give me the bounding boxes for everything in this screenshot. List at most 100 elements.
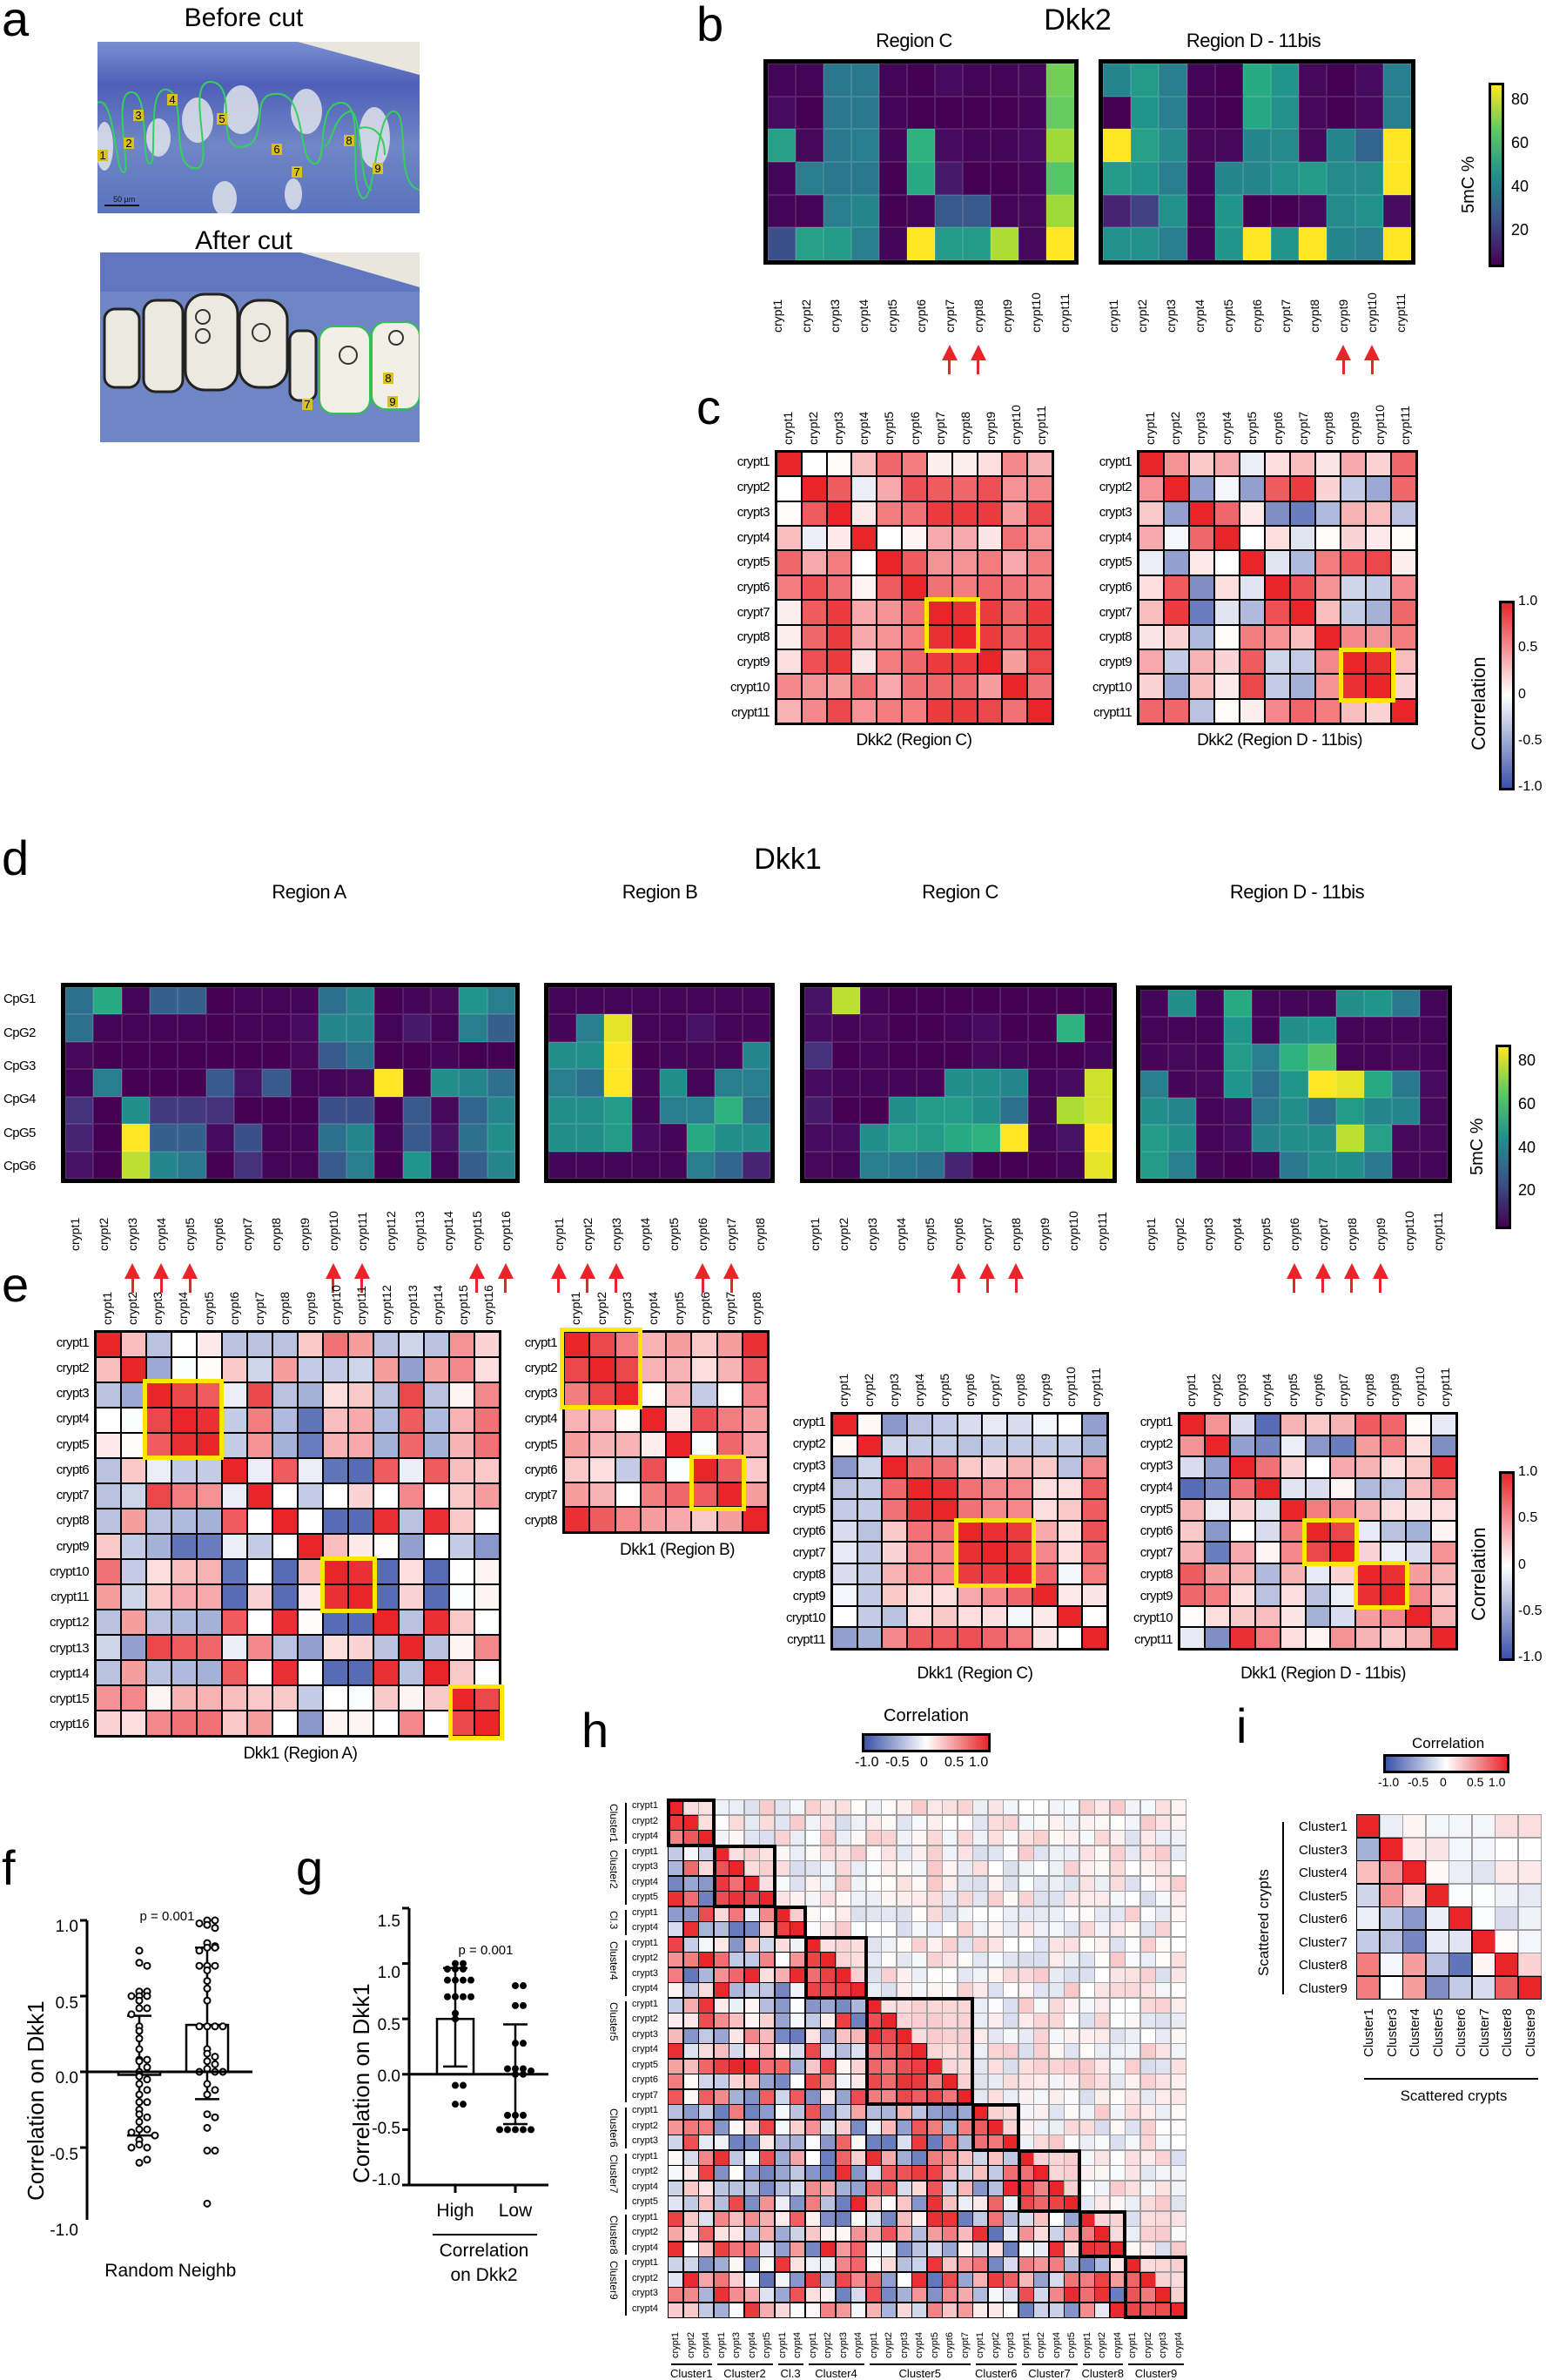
heatmap-cell [147, 1333, 171, 1356]
col-cluster-label: Cluster7 [1476, 2008, 1492, 2057]
heatmap-cell [172, 1585, 196, 1609]
heatmap-cell [682, 1799, 699, 1815]
heatmap-cell [682, 1860, 699, 1876]
highlight-box [1302, 1517, 1359, 1567]
heatmap-cell [790, 1860, 805, 1876]
heatmap-cell [743, 1457, 767, 1482]
heatmap-cell [122, 1409, 145, 1432]
heatmap-cell [1125, 2302, 1140, 2318]
heatmap-cell [926, 2302, 943, 2318]
heatmap-cell [1064, 2058, 1079, 2074]
heatmap-cell [774, 1830, 790, 1846]
heatmap-cell [698, 1967, 714, 1983]
heatmap-cell [374, 1711, 398, 1735]
heatmap-cell [896, 2256, 912, 2272]
heatmap-cell [774, 2271, 790, 2288]
heatmap-cell [1033, 1967, 1049, 1983]
heatmap-cell [631, 1069, 660, 1097]
heatmap-cell [908, 1415, 931, 1435]
heatmap-cell [682, 2165, 699, 2181]
heatmap-cell [1125, 2043, 1140, 2059]
heatmap-cell [1356, 1883, 1380, 1907]
heatmap-cell [1367, 601, 1390, 624]
cluster-col-bracket [808, 2363, 864, 2365]
heatmap-cell [823, 96, 851, 130]
heatmap-cell [802, 477, 826, 501]
heatmap-cell [1033, 2104, 1049, 2120]
heatmap-cell [349, 1484, 373, 1508]
heatmap-cell [804, 1997, 821, 2014]
heatmap-cell [729, 2058, 744, 2074]
column-label: crypt3 [830, 411, 845, 445]
heatmap-cell [991, 64, 1018, 97]
heatmap-cell [1140, 1125, 1169, 1152]
heatmap-cell [1159, 162, 1187, 195]
heatmap-cell [374, 1151, 403, 1179]
heatmap-cell [459, 1069, 487, 1097]
heatmap-cell [1495, 1953, 1518, 1976]
heatmap-cell [248, 1535, 272, 1558]
heatmap-cell [1125, 1799, 1140, 1815]
heatmap-cell [1079, 1967, 1095, 1983]
highlight-box [320, 1556, 377, 1613]
heatmap-cell [879, 194, 907, 228]
heatmap-cell [1079, 1891, 1095, 1906]
heatmap-cell [1018, 1967, 1034, 1983]
heatmap-cell [1109, 1814, 1126, 1831]
heatmap-cell [450, 1509, 474, 1533]
heatmap-cell [717, 1357, 742, 1382]
heatmap-cell [1316, 699, 1340, 723]
col-crypt-label: crypt3 [1005, 2332, 1016, 2358]
heatmap-cell [1367, 575, 1390, 600]
heatmap-cell [205, 1069, 234, 1097]
heatmap-cell [832, 1124, 861, 1152]
heatmap-cell [1224, 990, 1253, 1017]
heatmap-cell [881, 1799, 897, 1815]
heatmap-cell [1003, 575, 1027, 600]
heatmap-cell [850, 2013, 866, 2028]
heatmap-cell [1109, 2088, 1126, 2105]
heatmap-cell [548, 1069, 576, 1097]
column-label: crypt9 [1038, 1217, 1052, 1251]
dkk1-region-c-corr-title: Dkk1 (Region C) [917, 1664, 1033, 1683]
heatmap-cell [881, 1814, 897, 1831]
heatmap-cell [1168, 990, 1197, 1017]
heatmap-cell [147, 1434, 171, 1457]
heatmap-cell [667, 1382, 691, 1407]
heatmap-cell [1215, 551, 1239, 575]
heatmap-cell [1356, 1478, 1381, 1499]
after-cut-title: After cut [195, 226, 292, 255]
heatmap-cell [548, 987, 576, 1015]
heatmap-cell [1033, 2271, 1049, 2288]
row-label: crypt10 [786, 1610, 826, 1625]
heatmap-cell [1018, 2195, 1034, 2211]
dkk2-region-c-title: Region C [876, 30, 952, 51]
column-label: crypt9 [303, 1291, 318, 1325]
heatmap-cell [233, 1096, 263, 1125]
heatmap-cell [121, 1096, 150, 1125]
heatmap-cell [972, 2119, 988, 2135]
heatmap-cell [896, 1860, 912, 1876]
heatmap-cell [223, 1610, 246, 1634]
heatmap-cell [1168, 1125, 1197, 1152]
cluster-row-bracket [625, 2214, 627, 2255]
heatmap-cell [1155, 2256, 1171, 2272]
col-cluster-label: Cluster6 [1454, 2008, 1469, 2057]
heatmap-cell [1140, 1044, 1169, 1071]
heatmap-cell [881, 2058, 897, 2074]
heatmap-cell [1392, 699, 1415, 723]
heatmap-cell [932, 1563, 957, 1584]
heatmap-cell [1033, 2027, 1049, 2044]
heatmap-cell [1003, 501, 1027, 526]
column-label: crypt5 [885, 299, 900, 333]
heatmap-cell [852, 477, 877, 501]
heatmap-cell [832, 1041, 861, 1070]
heatmap-cell [759, 2043, 775, 2059]
heatmap-cell [927, 575, 951, 600]
heatmap-cell [883, 1606, 907, 1627]
column-label: crypt10 [1066, 1211, 1081, 1251]
heatmap-cell [1056, 1096, 1085, 1125]
heatmap-cell [987, 2165, 1004, 2181]
heatmap-cell [1205, 1563, 1229, 1584]
heatmap-cell [759, 1967, 775, 1983]
